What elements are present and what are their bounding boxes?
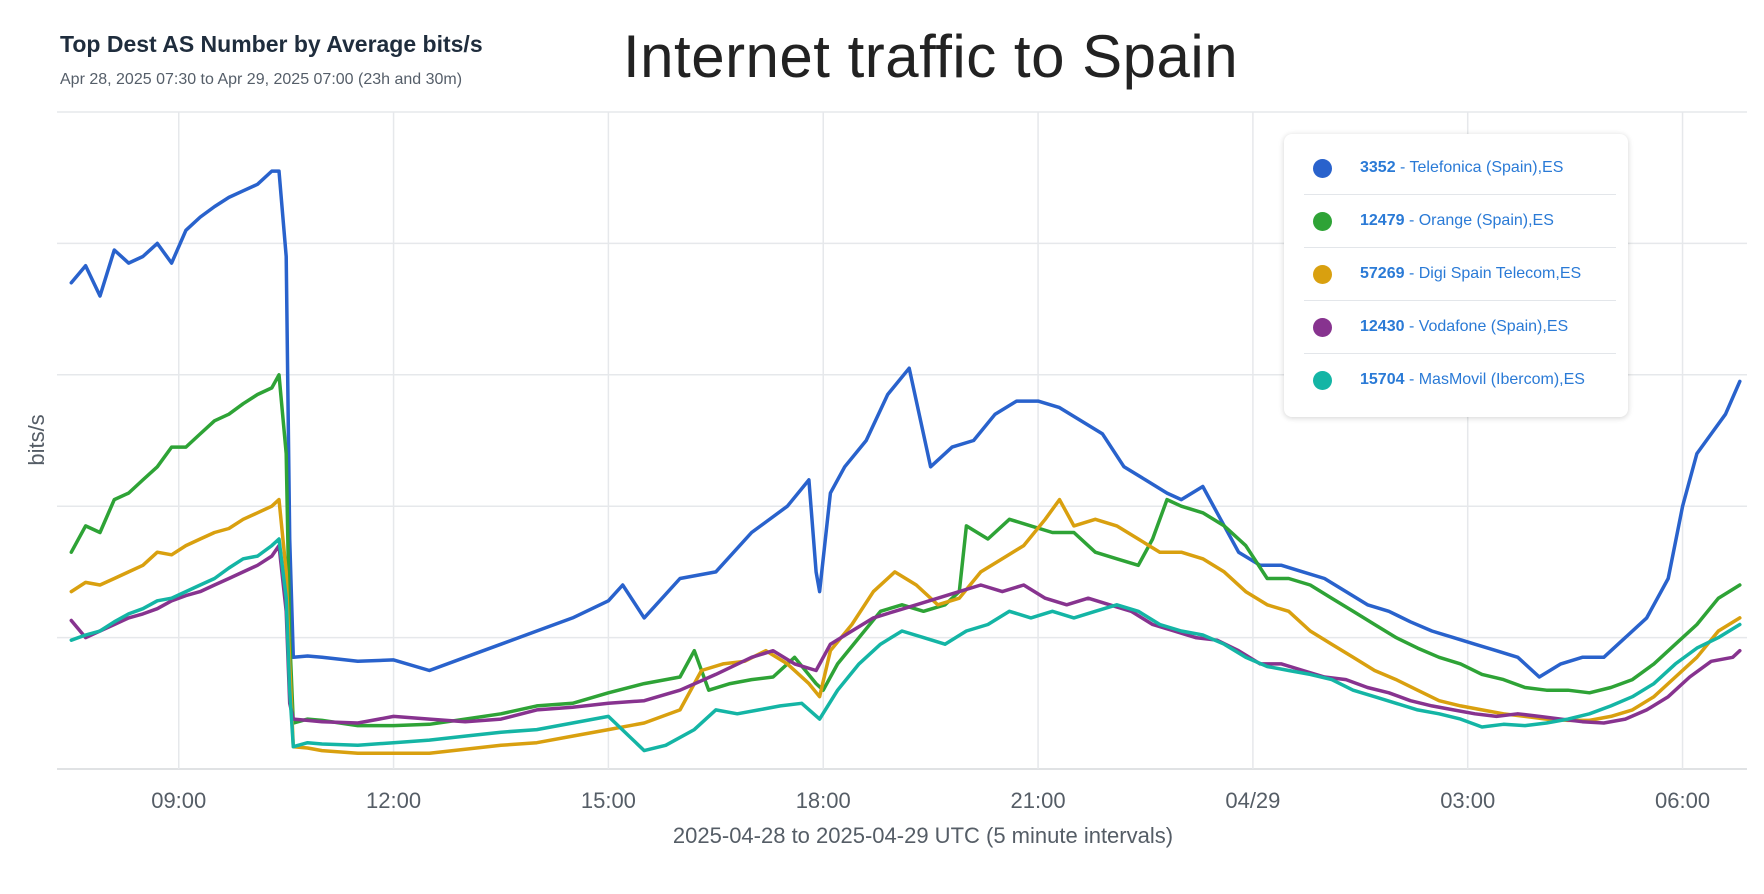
x-axis-label: 2025-04-28 to 2025-04-29 UTC (5 minute i… [673,823,1173,848]
x-tick-label: 09:00 [151,788,206,813]
time-range-subtitle: Apr 28, 2025 07:30 to Apr 29, 2025 07:00… [60,71,463,88]
x-tick-label: 12:00 [366,788,421,813]
legend-dot-telefonica [1313,158,1332,178]
legend-label-orange: 12479 - Orange (Spain),ES [1360,212,1554,230]
legend-item-vodafone[interactable]: 12430 - Vodafone (Spain),ES [1304,301,1616,354]
legend-as-number: 15704 [1360,371,1405,388]
legend-as-name: - Digi Spain Telecom,ES [1404,265,1582,282]
legend-as-name: - Telefonica (Spain),ES [1395,159,1564,176]
legend-item-digi[interactable]: 57269 - Digi Spain Telecom,ES [1304,248,1616,301]
panel-title: Top Dest AS Number by Average bits/s [60,31,483,57]
legend-item-orange[interactable]: 12479 - Orange (Spain),ES [1304,195,1616,248]
series-line-57269[interactable] [69,497,1742,755]
legend-as-name: - Orange (Spain),ES [1404,212,1554,229]
x-tick-label: 03:00 [1440,788,1495,813]
chart-main-title: Internet traffic to Spain [623,23,1239,90]
legend-dot-orange [1313,211,1332,231]
series-line-12479[interactable] [69,373,1742,728]
legend-as-name: - MasMovil (Ibercom),ES [1404,371,1585,388]
series-line-15704[interactable] [69,537,1742,753]
legend-dot-digi [1313,264,1332,284]
legend-item-telefonica[interactable]: 3352 - Telefonica (Spain),ES [1304,142,1616,195]
x-tick-label: 15:00 [581,788,636,813]
legend: 3352 - Telefonica (Spain),ES 12479 - Ora… [1284,134,1628,417]
y-axis-label: bits/s [24,414,49,465]
legend-dot-vodafone [1313,317,1332,337]
x-tick-label: 04/29 [1225,788,1280,813]
legend-label-telefonica: 3352 - Telefonica (Spain),ES [1360,159,1563,177]
legend-label-masmovil: 15704 - MasMovil (Ibercom),ES [1360,371,1585,389]
series-layer [69,169,1742,755]
legend-as-number: 12430 [1360,318,1405,335]
series-line-12430[interactable] [69,543,1742,725]
legend-as-number: 57269 [1360,265,1405,282]
axis-layer: 2025-04-28 to 2025-04-29 UTC (5 minute i… [24,414,1710,848]
legend-as-number: 3352 [1360,159,1396,176]
x-tick-label: 18:00 [796,788,851,813]
legend-dot-masmovil [1313,370,1332,390]
legend-as-number: 12479 [1360,212,1405,229]
x-tick-label: 21:00 [1011,788,1066,813]
legend-label-digi: 57269 - Digi Spain Telecom,ES [1360,265,1581,283]
legend-as-name: - Vodafone (Spain),ES [1404,318,1569,335]
legend-label-vodafone: 12430 - Vodafone (Spain),ES [1360,318,1568,336]
legend-item-masmovil[interactable]: 15704 - MasMovil (Ibercom),ES [1304,354,1616,406]
x-tick-label: 06:00 [1655,788,1710,813]
series-line-3352[interactable] [69,169,1742,679]
